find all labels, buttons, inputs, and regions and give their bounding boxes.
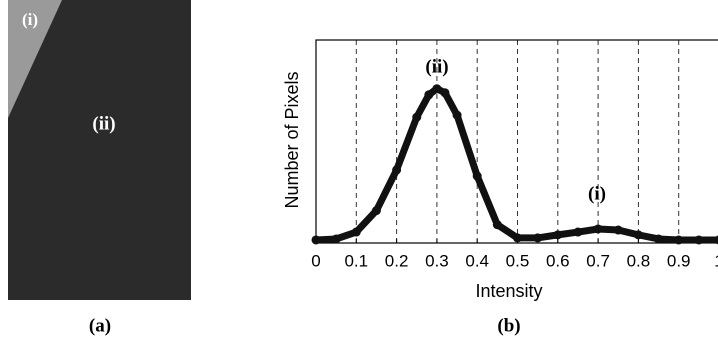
data-point — [352, 228, 361, 237]
data-point — [372, 206, 381, 215]
data-point — [614, 226, 623, 235]
data-point — [513, 233, 522, 242]
x-tick-label: 0.2 — [385, 251, 409, 270]
x-tick-label: 0.9 — [667, 251, 691, 270]
figure: (i) (ii) (a) Intensity Number of Pixels … — [0, 0, 718, 343]
panel-a: (i) (ii) (a) — [8, 0, 191, 336]
data-point — [493, 220, 502, 229]
data-point — [594, 224, 603, 233]
data-point — [312, 235, 321, 244]
data-point — [453, 111, 462, 120]
data-line — [316, 89, 718, 240]
region-label: (i) — [22, 10, 38, 29]
data-point — [424, 90, 433, 99]
x-tick-label: 0.8 — [627, 251, 651, 270]
x-tick-label: 0.4 — [465, 251, 489, 270]
data-point — [332, 234, 341, 243]
data-point — [473, 172, 482, 181]
data-point — [694, 235, 703, 244]
x-tick-label: 0.5 — [506, 251, 530, 270]
data-point — [553, 230, 562, 239]
data-point — [412, 113, 421, 122]
data-point — [432, 84, 441, 93]
x-tick-label: 0 — [311, 251, 320, 270]
data-point — [634, 230, 643, 239]
data-point — [392, 165, 401, 174]
data-point — [573, 228, 582, 237]
data-point — [440, 88, 449, 97]
data-point — [674, 235, 683, 244]
y-axis-label: Number of Pixels — [282, 71, 302, 208]
annotation: (i) — [588, 183, 606, 204]
x-tick-label: 0.6 — [546, 251, 570, 270]
caption: (a) — [89, 315, 111, 336]
region-label: (ii) — [92, 113, 115, 134]
x-tick-label: 0.7 — [586, 251, 610, 270]
annotation: (ii) — [425, 56, 448, 77]
x-tick-label: 0.3 — [425, 251, 449, 270]
x-tick-label: 1 — [714, 251, 718, 270]
caption: (b) — [497, 315, 520, 336]
panel-b: Intensity Number of Pixels (b) 0 0.1 0.2 0.… — [282, 40, 718, 336]
x-axis-label: Intensity — [475, 281, 542, 301]
data-point — [654, 234, 663, 243]
data-point — [533, 233, 542, 242]
x-tick-label: 0.1 — [344, 251, 368, 270]
